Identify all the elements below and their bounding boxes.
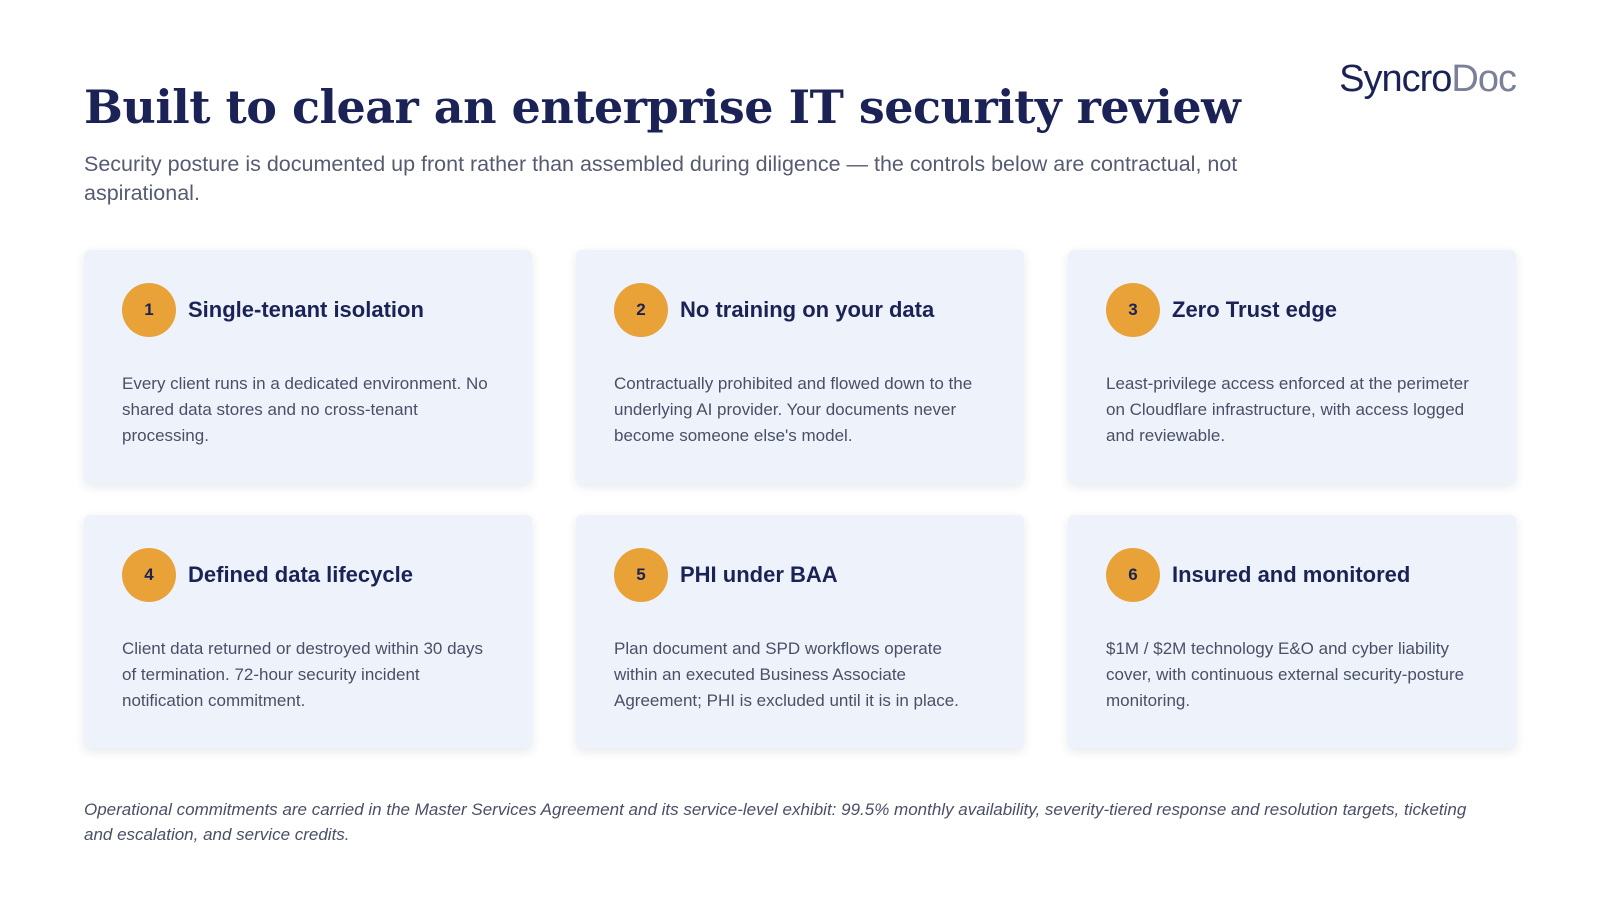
card-title: Defined data lifecycle: [188, 562, 413, 587]
number-badge: 3: [1106, 283, 1160, 337]
control-card-1: 1 Single-tenant isolation Every client r…: [84, 250, 532, 484]
brand-logo: SyncroDoc: [1339, 58, 1517, 101]
control-card-5: 5 PHI under BAA Plan document and SPD wo…: [576, 515, 1024, 749]
number-badge: 2: [614, 283, 668, 337]
controls-grid: 1 Single-tenant isolation Every client r…: [84, 250, 1516, 749]
card-header: 4 Defined data lifecycle: [122, 548, 494, 602]
card-body: Every client runs in a dedicated environ…: [122, 374, 488, 445]
number-badge: 6: [1106, 548, 1160, 602]
card-header: 3 Zero Trust edge: [1106, 283, 1478, 337]
brand-logo-part1: Syncro: [1339, 58, 1452, 100]
card-body: Least-privilege access enforced at the p…: [1106, 374, 1469, 445]
control-card-3: 3 Zero Trust edge Least-privilege access…: [1068, 250, 1516, 484]
brand-logo-part2: Doc: [1451, 58, 1517, 100]
control-card-2: 2 No training on your data Contractually…: [576, 250, 1024, 484]
card-body: Client data returned or destroyed within…: [122, 639, 483, 710]
card-body: $1M / $2M technology E&O and cyber liabi…: [1106, 639, 1465, 710]
card-title: Zero Trust edge: [1172, 297, 1338, 322]
card-header: 2 No training on your data: [614, 283, 986, 337]
card-title: No training on your data: [680, 297, 935, 322]
number-badge: 4: [122, 548, 176, 602]
card-body: Plan document and SPD workflows operate …: [614, 639, 959, 710]
number-badge: 5: [614, 548, 668, 602]
card-header: 6 Insured and monitored: [1106, 548, 1478, 602]
footnote: Operational commitments are carried in t…: [84, 800, 1467, 844]
card-header: 1 Single-tenant isolation: [122, 283, 494, 337]
card-title: Insured and monitored: [1172, 562, 1411, 587]
card-title: PHI under BAA: [680, 562, 838, 587]
card-body: Contractually prohibited and flowed down…: [614, 374, 973, 445]
card-header: 5 PHI under BAA: [614, 548, 986, 602]
page-subtitle: Security posture is documented up front …: [84, 152, 1238, 205]
control-card-6: 6 Insured and monitored $1M / $2M techno…: [1068, 515, 1516, 749]
control-card-4: 4 Defined data lifecycle Client data ret…: [84, 515, 532, 749]
card-title: Single-tenant isolation: [188, 297, 424, 322]
page-title: Built to clear an enterprise IT security…: [84, 80, 1241, 134]
number-badge: 1: [122, 283, 176, 337]
